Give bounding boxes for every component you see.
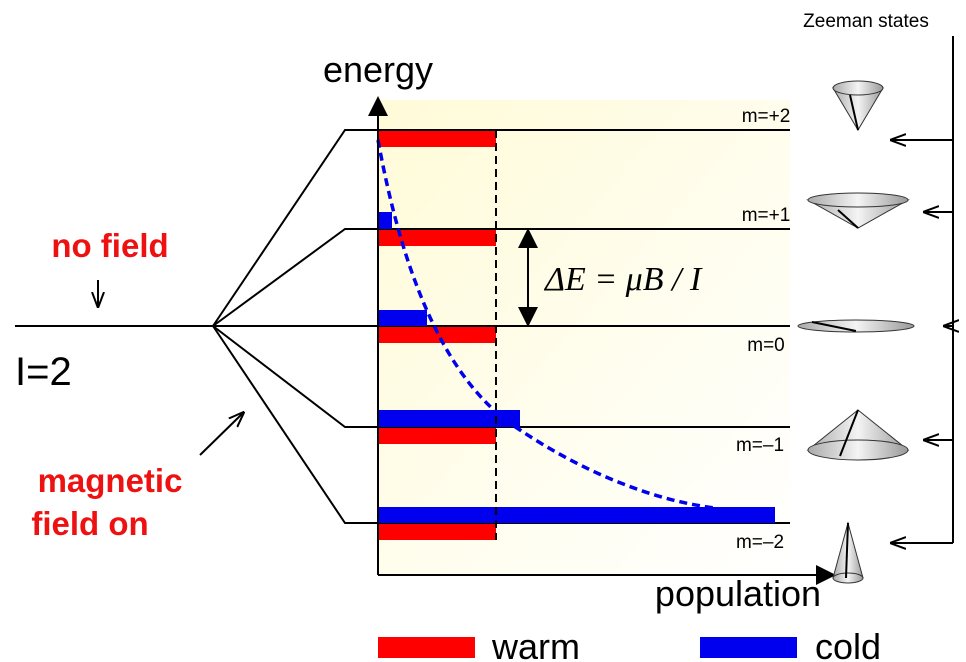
zeeman-connectors bbox=[892, 36, 953, 543]
field-on-label: field on bbox=[31, 505, 148, 542]
diagram: energy population m=+2 m=+1 m=0 m=–1 m=–… bbox=[0, 0, 966, 662]
splitting-label: ΔE = μB / I bbox=[543, 261, 703, 298]
arrow bbox=[200, 413, 243, 455]
zeeman-label: Zeeman states bbox=[803, 11, 929, 32]
field-on-label: magnetic bbox=[38, 462, 183, 499]
spin-label: I=2 bbox=[15, 350, 72, 394]
y-axis-label: energy bbox=[323, 49, 433, 90]
x-axis-label: population bbox=[655, 573, 821, 614]
no-field-label: no field bbox=[51, 227, 168, 264]
level-label: m=–1 bbox=[736, 435, 784, 456]
zeeman-cones bbox=[798, 81, 914, 583]
level-label: m=–2 bbox=[736, 532, 784, 553]
level-label: m=+2 bbox=[742, 106, 791, 127]
legend-label: cold bbox=[815, 626, 881, 662]
level-label: m=+1 bbox=[742, 205, 791, 226]
level-label: m=0 bbox=[747, 335, 785, 356]
legend-swatch bbox=[378, 637, 475, 658]
legend-label: warm bbox=[491, 626, 580, 662]
legend-swatch bbox=[700, 637, 797, 658]
